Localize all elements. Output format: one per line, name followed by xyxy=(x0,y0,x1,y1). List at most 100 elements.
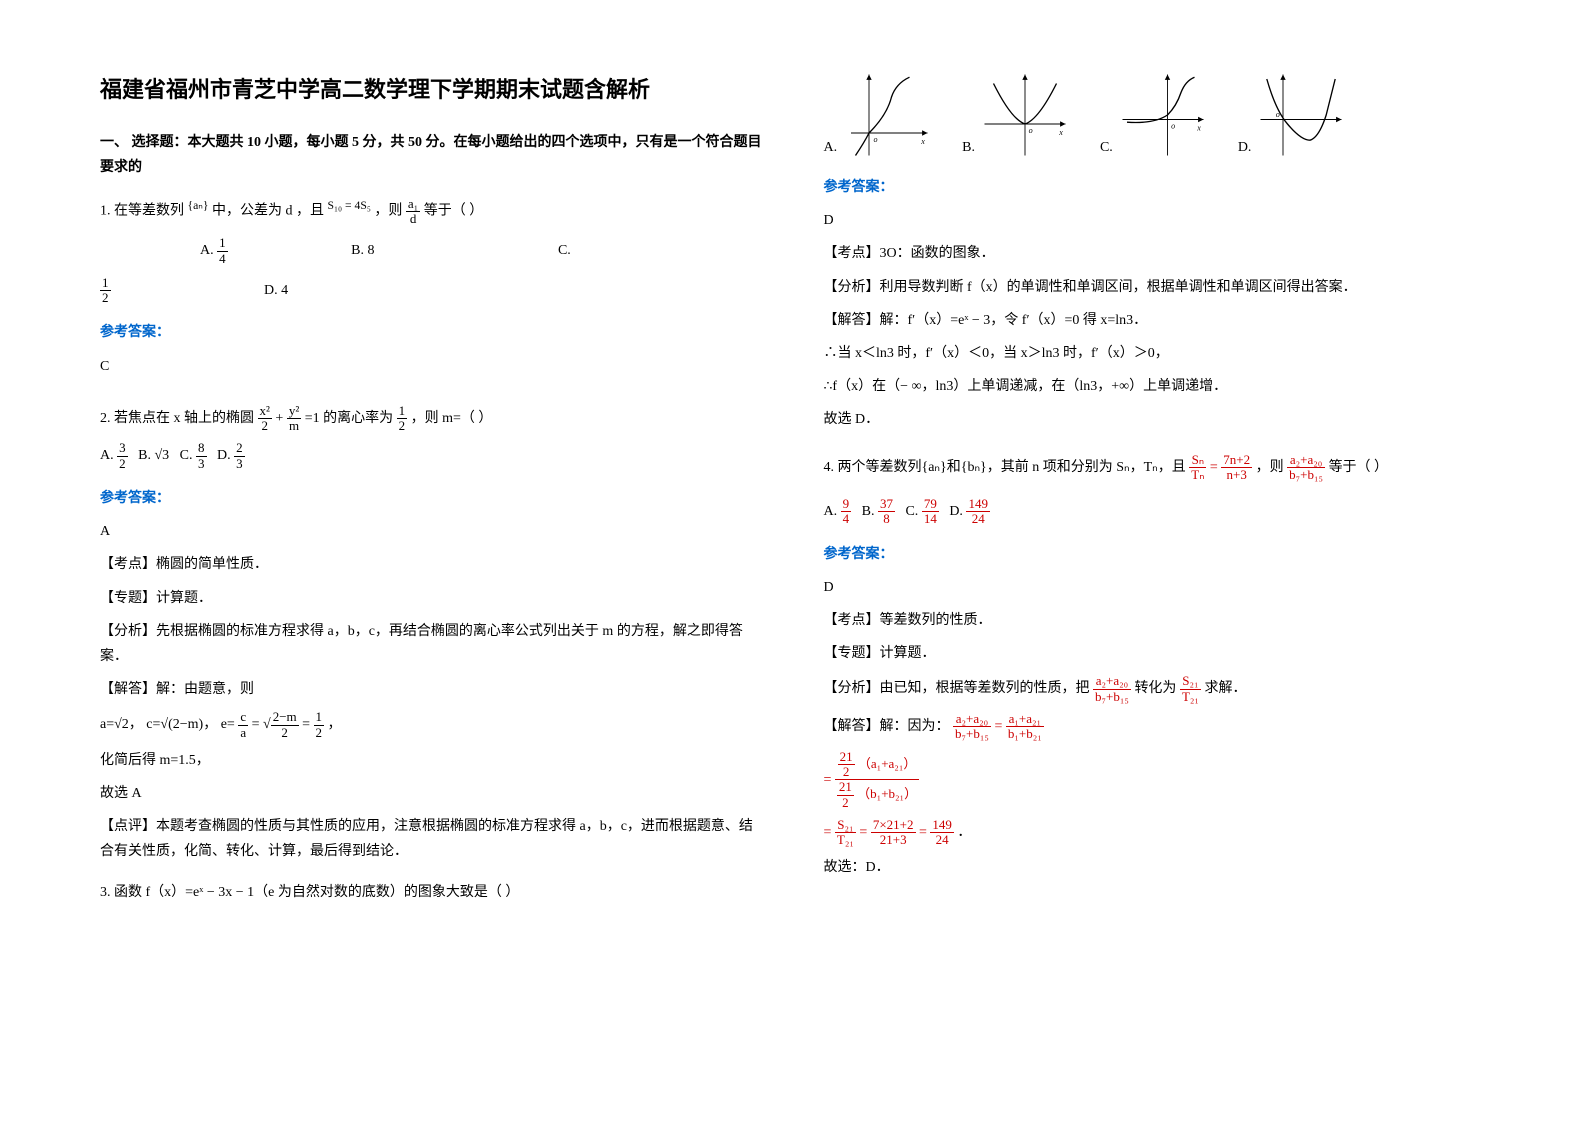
q4-text1: 4. 两个等差数列{aₙ}和{bₙ}，其前 n 项和分别为 Sₙ，Tₙ，且 xyxy=(824,460,1186,475)
q4-optD-frac: 149 24 xyxy=(966,497,990,527)
q3-optC: C. xyxy=(1100,135,1113,160)
q1-text-end: 等于（ ） xyxy=(424,204,484,219)
q1-text-mid2: ，且 xyxy=(296,204,324,219)
q3-solve4: 故选 D． xyxy=(824,407,1488,432)
q3-analysis: 【分析】利用导数判断 f（x）的单调性和单调区间，根据单调性和单调区间得出答案． xyxy=(824,275,1488,300)
graph-B-svg: o x xyxy=(980,70,1070,160)
q1-answer-label: 参考答案： xyxy=(100,320,764,345)
svg-text:o: o xyxy=(874,135,878,144)
q2-answer-label: 参考答案： xyxy=(100,486,764,511)
q1-optA: A. xyxy=(200,243,214,258)
q2-simplify: 化简后得 m=1.5， xyxy=(100,748,764,773)
q4-solve2-bigfrac: 21 2 （a₁+a₂₁） 21 2 （b₁+b₂₁） xyxy=(835,750,919,810)
q4-conclude: 故选：D． xyxy=(824,855,1488,880)
svg-text:o: o xyxy=(1171,122,1175,131)
q2-plus: + xyxy=(275,411,283,426)
left-column: 福建省福州市青芝中学高二数学理下学期期末试题含解析 一、 选择题：本大题共 10… xyxy=(100,70,764,1052)
q3-solve2: ∴当 x＜ln3 时，f′（x）＜0，当 x＞ln3 时，f′（x）＞0， xyxy=(824,341,1488,366)
question-4: 4. 两个等差数列{aₙ}和{bₙ}，其前 n 项和分别为 Sₙ，Tₙ，且 Sₙ… xyxy=(824,453,1488,483)
question-2: 2. 若焦点在 x 轴上的椭圆 x² 2 + y² m =1 的离心率为 1 2… xyxy=(100,404,764,434)
q2-optB-sqrt: √3 xyxy=(154,448,169,463)
q4-frac2: 7n+2 n+3 xyxy=(1221,453,1252,483)
q2-optD: D. xyxy=(217,448,231,463)
question-3: 3. 函数 f（x）=eˣ − 3x − 1（e 为自然对数的底数）的图象大致是… xyxy=(100,880,764,905)
q4-topic: 【专题】计算题． xyxy=(824,641,1488,666)
q2-solve-label: 【解答】解：由题意，则 xyxy=(100,677,764,702)
question-1: 1. 在等差数列 {aₙ} 中，公差为 d ，且 S₁₀ = 4S₅ ，则 a₁… xyxy=(100,195,764,226)
q4-options: A. 9 4 B. 37 8 C. 79 14 D. 149 24 xyxy=(824,497,1488,527)
q3-solve1: 【解答】解：f′（x）=eˣ − 3，令 f′（x）=0 得 x=ln3． xyxy=(824,308,1488,333)
q2-text2: 的离心率为 xyxy=(323,411,393,426)
graph-D: D. o xyxy=(1238,70,1347,160)
q1-text-pre: 1. 在等差数列 xyxy=(100,204,184,219)
q2-analysis: 【分析】先根据椭圆的标准方程求得 a，b，c，再结合椭圆的离心率公式列出关于 m… xyxy=(100,619,764,669)
q3-answer: D xyxy=(824,208,1488,233)
q1-text-mid3: ，则 xyxy=(374,204,402,219)
q3-solve3: ∴f（x）在（− ∞，ln3）上单调递减，在（ln3，+∞）上单调递增． xyxy=(824,374,1488,399)
q4-solve2: = 21 2 （a₁+a₂₁） 21 2 （b₁+b₂₁） xyxy=(824,750,1488,810)
q4-eq1: = xyxy=(1210,460,1218,475)
graph-C: C. o x xyxy=(1100,70,1208,160)
q1-optD: D. 4 xyxy=(264,283,288,298)
q1-frac: a₁ d xyxy=(406,197,420,227)
q4-answer: D xyxy=(824,575,1488,600)
q4-optB-frac: 37 8 xyxy=(878,497,895,527)
q4-text3: 等于（ ） xyxy=(1329,460,1389,475)
graph-C-svg: o x xyxy=(1118,70,1208,160)
svg-text:o: o xyxy=(1029,126,1033,135)
q4-solve-f2: a₁+a₂₁ b₁+b₂₁ xyxy=(1006,712,1044,742)
q2-solve-sqrt-frac: 2−m 2 xyxy=(271,710,299,740)
q4-frac3: a₂+a₂₀ b₇+b₁₅ xyxy=(1287,453,1325,483)
q4-optB: B. xyxy=(862,504,875,519)
q4-solve3-f3: 149 24 xyxy=(930,818,954,848)
page-title: 福建省福州市青芝中学高二数学理下学期期末试题含解析 xyxy=(100,70,764,110)
q2-solve-frac1: c a xyxy=(238,710,248,740)
graph-B: B. o x xyxy=(962,70,1070,160)
q3-optA: A. xyxy=(824,135,838,160)
graph-A-svg: o x xyxy=(842,70,932,160)
q1-optB: B. 8 xyxy=(351,243,374,258)
q2-eqtail: =1 xyxy=(305,411,320,426)
right-column: A. o x B. o x C. xyxy=(824,70,1488,1052)
q2-topic: 【专题】计算题． xyxy=(100,586,764,611)
q4-optA-frac: 9 4 xyxy=(841,497,852,527)
q2-half: 1 2 xyxy=(397,404,408,434)
q4-solve3-f2: 7×21+2 21+3 xyxy=(871,818,916,848)
q2-optB-pre: B. xyxy=(138,448,154,463)
q2-optA: A. xyxy=(100,448,114,463)
graph-A: A. o x xyxy=(824,70,933,160)
q2-optC: C. xyxy=(180,448,193,463)
svg-text:x: x xyxy=(1196,123,1201,132)
q2-text: 2. 若焦点在 x 轴上的椭圆 xyxy=(100,411,254,426)
q4-optA: A. xyxy=(824,504,838,519)
q2-solve-eq: a=√2， c=√(2−m)， e= c a = √ 2−m 2 = 1 2 ， xyxy=(100,710,764,740)
q3-graphs: A. o x B. o x C. xyxy=(824,70,1488,160)
q2-optC-frac: 8 3 xyxy=(196,441,207,471)
section-header: 一、 选择题：本大题共 10 小题，每小题 5 分，共 50 分。在每小题给出的… xyxy=(100,130,764,180)
q2-answer: A xyxy=(100,519,764,544)
q4-optC: C. xyxy=(905,504,918,519)
q4-solve3: = S₂₁ T₂₁ = 7×21+2 21+3 = 149 24 ． xyxy=(824,818,1488,848)
q3-optB: B. xyxy=(962,135,975,160)
q1-answer: C xyxy=(100,354,764,379)
q1-optC: C. xyxy=(558,243,571,258)
svg-text:x: x xyxy=(920,137,925,146)
q4-solve1: 【解答】解：因为： a₂+a₂₀ b₇+b₁₅ = a₁+a₂₁ b₁+b₂₁ xyxy=(824,712,1488,742)
q4-answer-label: 参考答案： xyxy=(824,542,1488,567)
q2-optA-frac: 3 2 xyxy=(117,441,128,471)
q1-options-row2: 1 2 D. 4 xyxy=(100,276,764,306)
q4-optD: D. xyxy=(949,504,963,519)
q1-d: d xyxy=(286,204,293,219)
q4-frac1: Sₙ Tₙ xyxy=(1189,453,1206,483)
q3-point: 【考点】3O：函数的图象． xyxy=(824,241,1488,266)
q4-analysis-f1: a₂+a₂₀ b₇+b₁₅ xyxy=(1093,674,1131,704)
q4-solve-f1: a₂+a₂₀ b₇+b₁₅ xyxy=(953,712,991,742)
q2-conclude: 故选 A xyxy=(100,781,764,806)
q1-optC-frac: 1 2 xyxy=(100,276,111,306)
q2-comment: 【点评】本题考查椭圆的性质与其性质的应用，注意根据椭圆的标准方程求得 a，b，c… xyxy=(100,814,764,864)
graph-D-svg: o xyxy=(1256,70,1346,160)
q2-text3: ，则 m=（ ） xyxy=(411,411,493,426)
q1-text-mid1: 中，公差为 xyxy=(212,204,282,219)
q4-text2: ，则 xyxy=(1256,460,1284,475)
q4-point: 【考点】等差数列的性质． xyxy=(824,608,1488,633)
